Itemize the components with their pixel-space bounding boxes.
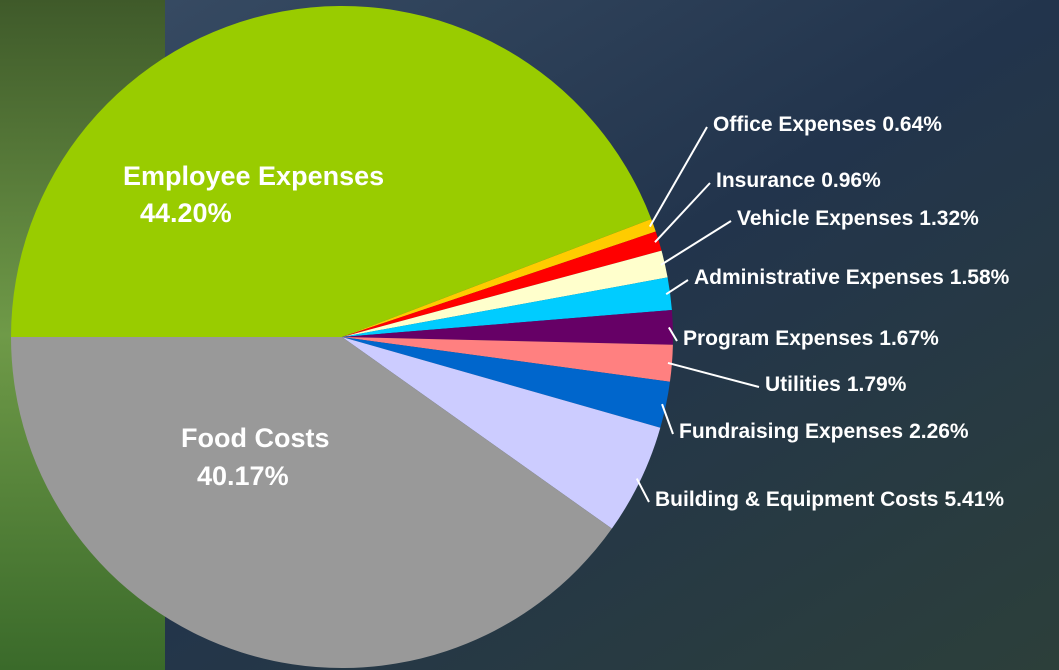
slice-label: Administrative Expenses 1.58% xyxy=(694,266,1010,289)
slice-label: Program Expenses 1.67% xyxy=(683,327,939,350)
category-label: Insurance xyxy=(716,169,815,192)
slice-label: Office Expenses 0.64% xyxy=(713,113,942,136)
category-label: Building & Equipment Costs xyxy=(655,488,939,511)
category-label: Fundraising Expenses xyxy=(679,420,903,443)
slice-label: Utilities 1.79% xyxy=(765,373,907,396)
category-label: Administrative Expenses xyxy=(694,266,944,289)
value-label: 1.58% xyxy=(950,266,1010,289)
value-label: 1.32% xyxy=(919,207,979,230)
value-label: 5.41% xyxy=(945,488,1005,511)
slice-label: Vehicle Expenses 1.32% xyxy=(737,207,979,230)
slice-label: Employee Expenses xyxy=(123,161,384,191)
category-label: Vehicle Expenses xyxy=(737,207,913,230)
value-label: 1.67% xyxy=(879,327,939,350)
pie xyxy=(11,6,673,668)
value-label: 44.20% xyxy=(140,198,232,228)
slice-label: Food Costs xyxy=(181,423,330,453)
value-label: 0.64% xyxy=(882,113,942,136)
category-label: Office Expenses xyxy=(713,113,876,136)
value-label: 1.79% xyxy=(847,373,907,396)
value-label: 2.26% xyxy=(909,420,969,443)
slice-label: Fundraising Expenses 2.26% xyxy=(679,420,969,443)
value-label: 0.96% xyxy=(821,169,881,192)
value-label: 40.17% xyxy=(197,461,289,491)
chart: Employee Expenses 44.20% Office Expenses 0.… xyxy=(0,0,1059,670)
category-label: Program Expenses xyxy=(683,327,873,350)
category-label: Utilities xyxy=(765,373,841,396)
slice-label: Insurance 0.96% xyxy=(716,169,881,192)
slice-label: Building & Equipment Costs 5.41% xyxy=(655,488,1004,511)
